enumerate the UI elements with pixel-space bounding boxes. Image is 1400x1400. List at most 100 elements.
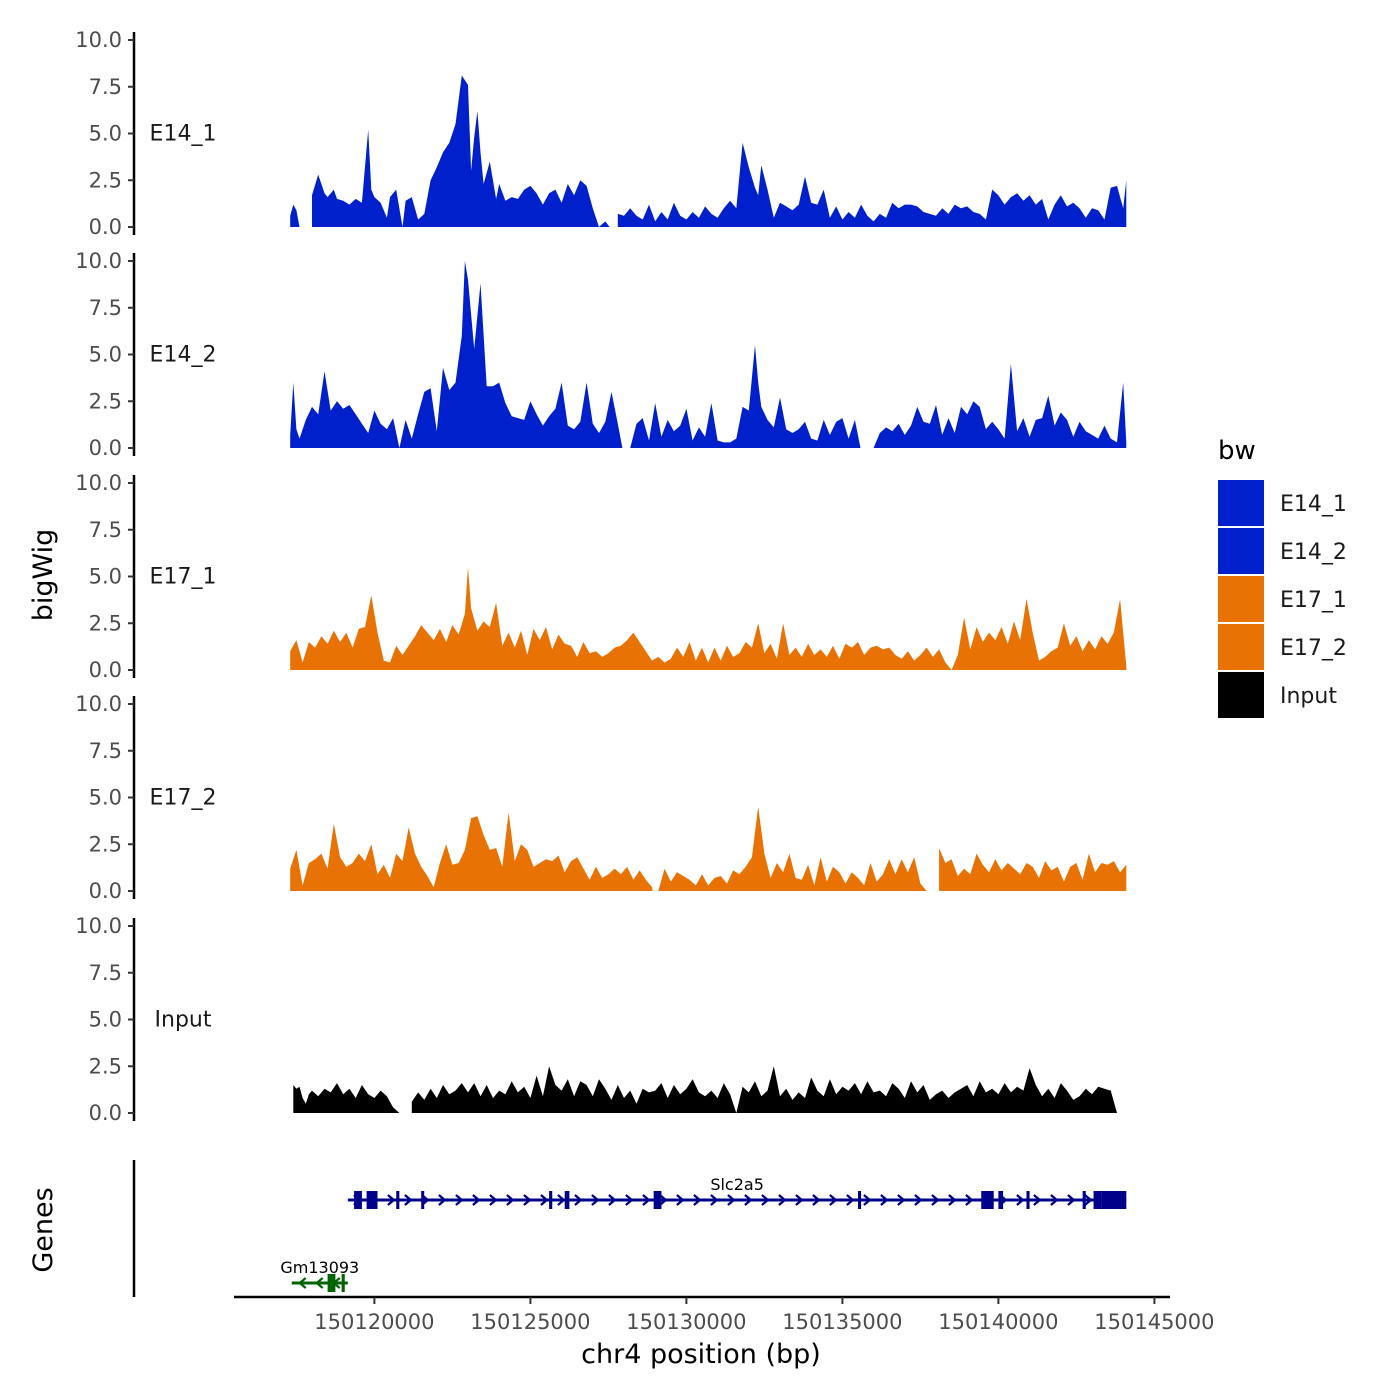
track-E17_2: 0.0 2.5 5.0 7.5 10.0 E17_2 [75,692,1127,903]
strand-arrow [1016,1194,1025,1206]
strand-arrow [472,1194,481,1206]
strand-arrow [727,1194,736,1206]
strand-arrow [387,1194,396,1206]
strand-arrow [404,1194,413,1206]
coverage-area [293,1083,402,1113]
strand-arrow [948,1194,957,1206]
strand-arrow [438,1194,447,1206]
y-tick-label: 10.0 [75,914,122,938]
x-tick-label: 150145000 [1094,1310,1214,1334]
legend-label: E14_2 [1280,540,1347,565]
y-tick-label: 5.0 [89,343,122,367]
y-tick-label: 7.5 [89,75,122,99]
y-tick-label: 2.5 [89,1054,122,1078]
strand-arrow [812,1194,821,1206]
x-tick-label: 150120000 [314,1310,434,1334]
x-tick-label: 150130000 [626,1310,746,1334]
coverage-area [290,204,301,227]
y-tick-label: 0.0 [89,1101,122,1125]
strand-arrow [863,1194,872,1206]
exon [1093,1191,1102,1209]
y-tick-label: 5.0 [89,786,122,810]
coverage-area [290,812,653,891]
legend-swatch [1218,528,1264,574]
gene-label: Slc2a5 [710,1175,764,1194]
coverage-area [312,75,610,227]
exon [1101,1191,1127,1209]
legend-label: E17_2 [1280,636,1347,661]
track-label: E17_2 [150,786,217,811]
legend-swatch [1218,624,1264,670]
coverage-area [617,142,1127,227]
exon [1026,1191,1030,1209]
legend-label: E17_1 [1280,588,1347,613]
gene-Slc2a5: Slc2a5 [347,1175,1127,1209]
track-E17_1: 0.0 2.5 5.0 7.5 10.0 E17_1 [75,471,1127,682]
strand-arrow [778,1194,787,1206]
strand-arrow [455,1194,464,1206]
strand-arrow [574,1194,583,1206]
strand-arrow [761,1194,770,1206]
exon [396,1191,400,1209]
y-tick-label: 10.0 [75,249,122,273]
strand-arrow [931,1194,940,1206]
coverage-area [867,363,1127,448]
strand-arrow [880,1194,889,1206]
strand-arrow [523,1194,532,1206]
legend-item-E17_2: E17_2 [1218,624,1347,670]
coverage-area [657,806,930,891]
strand-arrow [506,1194,515,1206]
exon [564,1191,570,1209]
strand-arrow [1067,1194,1076,1206]
x-tick-label: 150140000 [938,1310,1058,1334]
y-tick-label: 5.0 [89,1008,122,1032]
x-axis-title: chr4 position (bp) [581,1339,821,1370]
strand-arrow [710,1194,719,1206]
exon [998,1191,1004,1209]
exon [421,1191,425,1209]
track-E14_1: 0.0 2.5 5.0 7.5 10.0 E14_1 [75,28,1127,239]
y-tick-label: 0.0 [89,658,122,682]
y-tick-label: 2.5 [89,389,122,413]
gene-label: Gm13093 [280,1258,359,1277]
strand-arrow [829,1194,838,1206]
exon [858,1191,862,1209]
y-tick-label: 2.5 [89,168,122,192]
y-tick-label: 0.0 [89,215,122,239]
y-tick-label: 10.0 [75,692,122,716]
track-label: E14_2 [150,343,217,368]
strand-arrow [608,1194,617,1206]
y-tick-label: 0.0 [89,879,122,903]
track-E14_2: 0.0 2.5 5.0 7.5 10.0 E14_2 [75,249,1127,460]
strand-arrow [676,1194,685,1206]
y-tick-label: 2.5 [89,611,122,635]
y-tick-label: 0.0 [89,436,122,460]
legend-swatch [1218,480,1264,526]
legend-label: E14_1 [1280,492,1347,517]
exon [981,1191,994,1209]
strand-arrow [897,1194,906,1206]
y-axis-title: bigWig [28,529,59,622]
coverage-area [939,848,1127,891]
y-tick-label: 7.5 [89,961,122,985]
track-Input: 0.0 2.5 5.0 7.5 10.0 Input [75,914,1117,1125]
legend-label: Input [1280,684,1337,709]
strand-arrow [744,1194,753,1206]
exon [327,1274,336,1292]
tracks-layer: 0.0 2.5 5.0 7.5 10.0 E14_1 0.0 2.5 5.0 7.5 10.0 E14… [75,28,1127,1125]
strand-arrow [315,1277,324,1289]
strand-arrow [1050,1194,1059,1206]
strand-arrow [795,1194,804,1206]
strand-arrow [489,1194,498,1206]
coverage-area [290,567,1127,670]
strand-arrow [914,1194,923,1206]
y-tick-label: 7.5 [89,518,122,542]
y-tick-label: 10.0 [75,471,122,495]
y-tick-label: 7.5 [89,296,122,320]
coverage-area [411,1066,1117,1113]
genes-panel: Slc2a5 Gm13093 [132,1160,1127,1297]
y-tick-label: 7.5 [89,739,122,763]
legend-swatch [1218,672,1264,718]
strand-arrow [1084,1194,1093,1206]
y-tick-label: 5.0 [89,565,122,589]
